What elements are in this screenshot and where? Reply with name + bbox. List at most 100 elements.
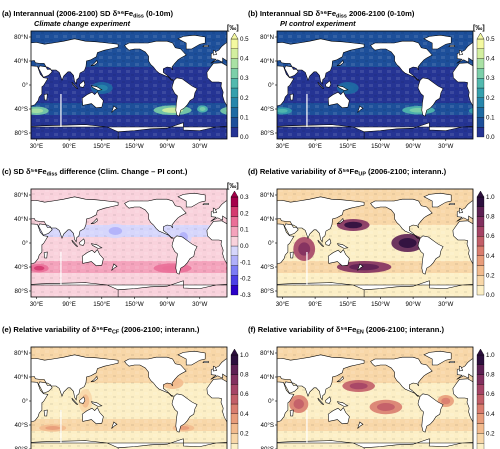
land-mask — [177, 192, 206, 208]
land-mask — [111, 105, 118, 113]
colorbar-tick: 0.1 — [486, 114, 495, 121]
land-mask — [206, 220, 227, 265]
colorbar-tick: 0.6 — [240, 391, 249, 398]
colorbar-cell — [230, 255, 239, 266]
colorbar-cell — [230, 236, 239, 247]
panel-5: (f) Relative variability of δ⁵⁶FeEN (200… — [248, 325, 495, 449]
land-mask — [202, 361, 209, 363]
land-mask — [456, 200, 473, 222]
data-patch — [277, 108, 288, 113]
land-mask — [111, 421, 118, 429]
colorbar-cell — [230, 443, 239, 449]
colorbar-tick: -0.3 — [240, 292, 251, 299]
land-mask — [289, 409, 294, 417]
colorbar-tick: 0.0 — [240, 243, 249, 250]
land-mask — [213, 207, 218, 214]
ytick-label: 80°S — [15, 130, 28, 137]
colorbar-tick: -0.2 — [240, 276, 251, 283]
colorbar-tick: 0.6 — [486, 391, 495, 398]
data-patch — [199, 107, 206, 111]
data-patch — [376, 403, 395, 411]
land-mask — [81, 407, 104, 425]
title-tail: (2006-2100; interann.) — [366, 167, 447, 176]
land-mask — [171, 235, 198, 275]
ytick-label: 80°N — [260, 192, 274, 199]
land-mask — [459, 207, 464, 214]
land-mask — [79, 80, 86, 88]
land-mask — [216, 126, 227, 128]
panel-label: (d) — [248, 167, 260, 176]
land-mask — [90, 59, 98, 67]
land-mask — [31, 122, 217, 139]
xtick-label: 90°E — [62, 143, 75, 150]
land-mask — [216, 284, 227, 286]
colorbar-tick: 0.1 — [240, 227, 249, 234]
land-mask — [456, 42, 473, 64]
panel-title: (a) Interannual (2006-2100) SD δ⁵⁶Fediss… — [2, 9, 173, 20]
colorbar-arrow — [476, 32, 485, 40]
land-mask — [124, 40, 187, 81]
land-mask — [202, 45, 209, 47]
colorbar-tick: 0.4 — [486, 56, 495, 63]
land-mask — [336, 375, 344, 383]
colorbar-cell — [230, 433, 239, 444]
land-mask — [357, 105, 364, 113]
land-mask — [210, 42, 227, 64]
land-mask — [317, 397, 325, 405]
ytick-label: 40°S — [261, 264, 274, 271]
xtick-label: 90°W — [406, 301, 421, 308]
colorbar-cell — [476, 97, 485, 108]
xtick-label: 150°E — [339, 301, 356, 308]
panel-title: (d) Relative variability of δ⁵⁶FeUP (200… — [248, 167, 447, 178]
colorbar-cell — [476, 364, 485, 375]
colorbar-cell — [230, 216, 239, 227]
ytick-label: 80°S — [261, 130, 274, 137]
data-patch — [398, 238, 417, 248]
colorbar-cell — [476, 384, 485, 395]
ytick-label: 40°S — [15, 264, 28, 271]
panel-title: (e) Relative variability of δ⁵⁶FeCF (200… — [2, 325, 200, 336]
colorbar-cell — [476, 127, 485, 138]
colorbar-tick: 0.4 — [240, 411, 249, 418]
colorbar-cell — [476, 285, 485, 296]
colorbar-tick: 0.0 — [486, 134, 495, 141]
colorbar-cell — [230, 87, 239, 98]
colorbar-cell — [230, 364, 239, 375]
land-mask — [462, 126, 473, 128]
land-mask — [31, 280, 217, 297]
colorbar-tick: 0.0 — [240, 134, 249, 141]
colorbar-tick: 0.4 — [240, 56, 249, 63]
colorbar-cell — [476, 374, 485, 385]
data-patch — [108, 227, 123, 235]
land-mask — [216, 442, 227, 444]
map-field — [277, 189, 473, 297]
land-mask — [456, 358, 473, 380]
ytick-label: 40°N — [14, 216, 28, 223]
xtick-label: 90°W — [160, 301, 175, 308]
colorbar-tick: 0.5 — [240, 36, 249, 43]
panel-label: (b) — [248, 9, 260, 18]
title-tail: (2006-2100; interann.) — [119, 325, 200, 334]
xtick-label: 30°E — [30, 143, 43, 150]
colorbar-tick: -0.1 — [240, 259, 251, 266]
data-patch — [349, 382, 368, 390]
data-patch — [31, 108, 44, 114]
colorbar-cell — [230, 38, 239, 49]
colorbar-tick: 0.3 — [486, 75, 495, 82]
land-mask — [31, 354, 119, 401]
panel-1: (b) Interannual SD δ⁵⁶Fediss 2006-2100 (… — [248, 9, 495, 150]
colorbar-cell — [476, 226, 485, 237]
colorbar-tick: 0.8 — [486, 214, 495, 221]
colorbar-cell — [230, 374, 239, 385]
colorbar-unit: [‰] — [227, 183, 239, 190]
xtick-label: 150°W — [371, 143, 390, 150]
land-mask — [90, 401, 103, 407]
colorbar-arrow — [476, 348, 485, 356]
colorbar-tick: 0.2 — [240, 430, 249, 437]
panel-title: (b) Interannual SD δ⁵⁶Fediss 2006-2100 (… — [248, 9, 415, 20]
ytick-label: 0° — [268, 82, 274, 89]
data-patch — [33, 265, 45, 271]
colorbar-cell — [476, 255, 485, 266]
ytick-label: 40°N — [260, 216, 274, 223]
land-mask — [370, 356, 433, 397]
